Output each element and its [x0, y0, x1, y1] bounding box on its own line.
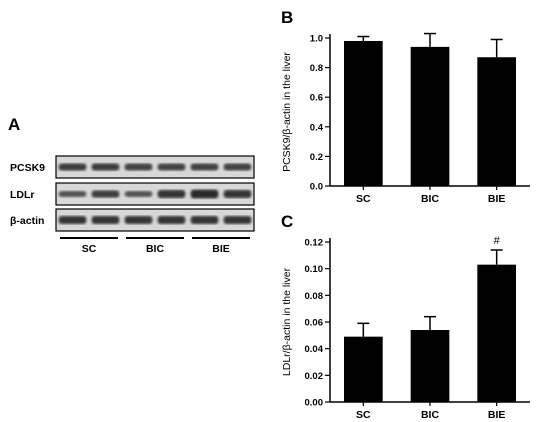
- blot-row-label: LDLr: [10, 189, 35, 201]
- blot-band: [157, 190, 186, 198]
- bar-bic: [410, 46, 450, 186]
- bar-bie: [477, 264, 516, 402]
- western-blot-panel: PCSK9 LDLr β-actin SC BIC BIE: [10, 155, 255, 255]
- y-tick-label: 0.0: [310, 182, 323, 193]
- y-axis-label: PCSK9/β-actin in the liver: [281, 52, 293, 172]
- y-tick-label: 0.2: [310, 152, 323, 163]
- blot-band: [157, 216, 186, 224]
- group-label: SC: [82, 243, 97, 255]
- blot-band: [91, 216, 120, 224]
- blot-band: [157, 163, 186, 171]
- bar-sc: [344, 40, 383, 187]
- y-tick-label: 0.00: [305, 398, 324, 409]
- panel-letter-b: B: [281, 8, 294, 27]
- blot-band: [124, 216, 153, 224]
- blot-strip: [55, 155, 255, 179]
- group-label: BIE: [212, 243, 230, 255]
- x-tick-label: SC: [356, 409, 371, 421]
- blot-band: [190, 189, 219, 199]
- y-tick-label: 0.10: [305, 264, 324, 275]
- y-tick-label: 0.6: [310, 93, 323, 104]
- x-tick-label: SC: [356, 193, 371, 205]
- panel-letter-a: A: [8, 115, 21, 134]
- y-tick-label: 0.08: [305, 291, 324, 302]
- pcsk9-bar-chart: PCSK9/β-actin in the liver 0.0 0.2 0.4 0.6 0.…: [281, 32, 530, 205]
- blot-row-0: PCSK9: [10, 155, 255, 179]
- x-tick-label: BIE: [488, 193, 506, 205]
- bar-bic: [410, 330, 450, 402]
- blot-band: [223, 216, 252, 224]
- bar-bie: [477, 57, 516, 186]
- blot-row-1: LDLr: [10, 182, 255, 206]
- blot-band: [58, 191, 87, 197]
- blot-row-label: PCSK9: [10, 162, 45, 174]
- blot-band: [124, 163, 153, 171]
- blot-band: [91, 163, 120, 171]
- blot-band: [124, 191, 153, 197]
- blot-band: [223, 190, 252, 198]
- y-tick-label: 0.02: [305, 371, 324, 382]
- x-tick-label: BIE: [488, 409, 506, 421]
- y-tick-label: 0.8: [310, 63, 323, 74]
- y-tick-label: 0.12: [305, 238, 324, 249]
- blot-band: [58, 216, 87, 224]
- blot-strip: [55, 208, 255, 232]
- blot-band: [58, 163, 87, 171]
- blot-strip: [55, 182, 255, 206]
- y-tick-label: 0.4: [310, 122, 324, 133]
- y-axis-label: LDLr/β-actin in the liver: [281, 267, 293, 376]
- ldlr-bar-chart: LDLr/β-actin in the liver 0.00 0.02 0.04 0.0…: [281, 235, 530, 421]
- y-tick-label: 0.04: [305, 344, 324, 355]
- blot-row-2: β-actin: [10, 208, 255, 232]
- y-tick-label: 1.0: [310, 34, 323, 45]
- significance-marker: #: [494, 235, 501, 247]
- blot-row-label: β-actin: [10, 215, 44, 227]
- blot-band: [91, 190, 120, 198]
- x-tick-label: BIC: [421, 409, 440, 421]
- blot-band: [190, 163, 219, 171]
- bar-sc: [344, 336, 383, 402]
- blot-band: [190, 216, 219, 224]
- x-tick-label: BIC: [421, 193, 440, 205]
- blot-band: [223, 163, 252, 171]
- panel-letter-c: C: [281, 212, 294, 231]
- group-label: BIC: [146, 243, 165, 255]
- y-tick-label: 0.06: [305, 318, 324, 329]
